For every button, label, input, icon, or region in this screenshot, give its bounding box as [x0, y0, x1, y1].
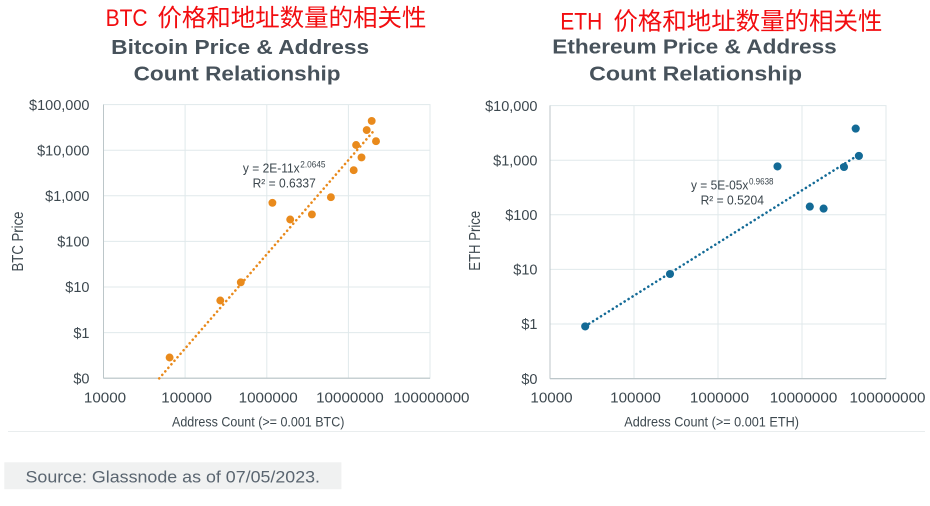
svg-text:ETH Price: ETH Price — [467, 211, 484, 271]
svg-text:Address Count (>= 0.001 ETH): Address Count (>= 0.001 ETH) — [624, 414, 799, 430]
svg-text:$100: $100 — [57, 235, 89, 251]
svg-text:100000000: 100000000 — [393, 389, 469, 406]
svg-text:10000000: 10000000 — [316, 389, 384, 406]
svg-text:100000: 100000 — [610, 389, 661, 406]
svg-text:y = 2E-11x: y = 2E-11x — [243, 161, 300, 176]
svg-text:$1,000: $1,000 — [45, 189, 89, 205]
svg-text:1000000: 1000000 — [239, 389, 298, 406]
svg-text:$0: $0 — [521, 372, 537, 388]
svg-text:R² = 0.5204: R² = 0.5204 — [701, 192, 764, 207]
svg-text:Count Relationship: Count Relationship — [134, 63, 341, 86]
svg-text:$100: $100 — [505, 208, 537, 224]
svg-text:$10: $10 — [65, 280, 89, 296]
svg-text:100000: 100000 — [161, 389, 212, 406]
svg-text:10000: 10000 — [530, 389, 572, 406]
svg-text:Count Relationship: Count Relationship — [589, 63, 802, 86]
svg-text:$10,000: $10,000 — [485, 99, 537, 115]
svg-text:$1,000: $1,000 — [493, 153, 537, 169]
svg-text:10000000: 10000000 — [770, 389, 838, 406]
svg-text:BTC Price: BTC Price — [10, 211, 27, 271]
svg-text:R² = 0.6337: R² = 0.6337 — [253, 176, 316, 191]
svg-text:100000000: 100000000 — [849, 389, 925, 406]
svg-text:0.9638: 0.9638 — [749, 177, 774, 187]
svg-text:$100,000: $100,000 — [29, 98, 89, 114]
svg-text:10000: 10000 — [84, 389, 126, 406]
svg-text:$1: $1 — [73, 326, 89, 342]
svg-text:$0: $0 — [73, 371, 89, 387]
svg-text:$10: $10 — [513, 263, 537, 279]
svg-text:Bitcoin Price & Address: Bitcoin Price & Address — [111, 36, 369, 59]
svg-text:2.0645: 2.0645 — [300, 160, 325, 170]
svg-text:BTC: BTC — [106, 5, 148, 32]
svg-text:$10,000: $10,000 — [37, 143, 89, 159]
svg-text:1000000: 1000000 — [690, 389, 749, 406]
svg-text:ETH: ETH — [560, 8, 602, 35]
svg-text:Address Count (>= 0.001 BTC): Address Count (>= 0.001 BTC) — [172, 414, 344, 430]
svg-text:Ethereum Price & Address: Ethereum Price & Address — [552, 35, 837, 58]
svg-text:y = 5E-05x: y = 5E-05x — [691, 178, 749, 193]
svg-text:$1: $1 — [521, 317, 537, 333]
svg-text:Source: Glassnode as of 07/05/: Source: Glassnode as of 07/05/2023. — [26, 469, 321, 487]
